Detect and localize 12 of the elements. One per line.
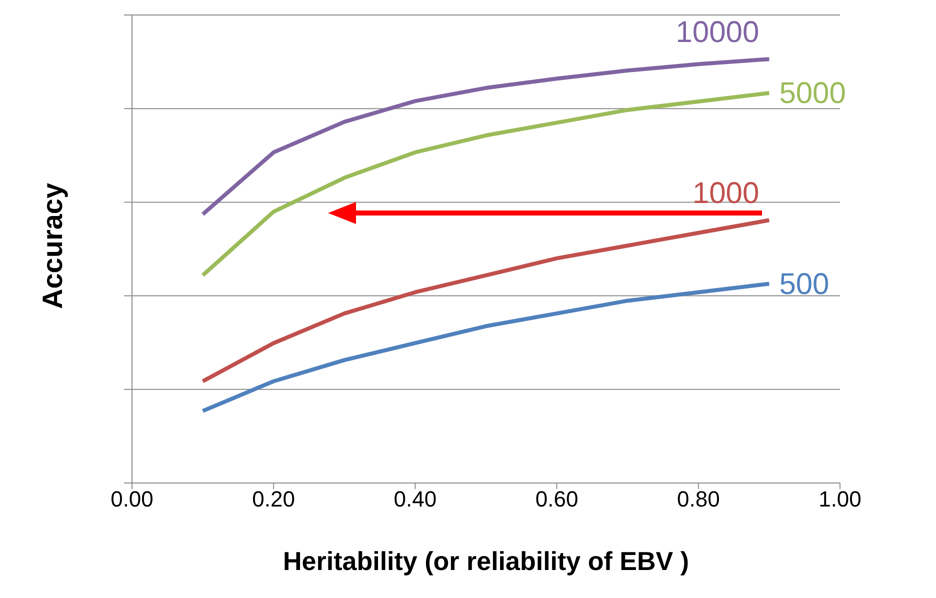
x-tick-label: 0.60 bbox=[535, 486, 578, 512]
series-label: 500 bbox=[779, 268, 830, 301]
x-tick-label: 0.20 bbox=[252, 486, 296, 512]
y-axis-title: Accuracy bbox=[36, 182, 68, 309]
series-label: 10000 bbox=[676, 16, 760, 50]
x-tick-label: 0.40 bbox=[394, 486, 437, 512]
series-label: 5000 bbox=[779, 77, 846, 110]
x-tick-label: 0.00 bbox=[110, 486, 154, 512]
x-tick-label: 1.00 bbox=[818, 486, 862, 512]
x-tick-label: 0.80 bbox=[676, 486, 720, 512]
series-label: 1000 bbox=[692, 177, 760, 210]
x-axis-title: Heritability (or reliability of EBV ) bbox=[283, 546, 689, 576]
